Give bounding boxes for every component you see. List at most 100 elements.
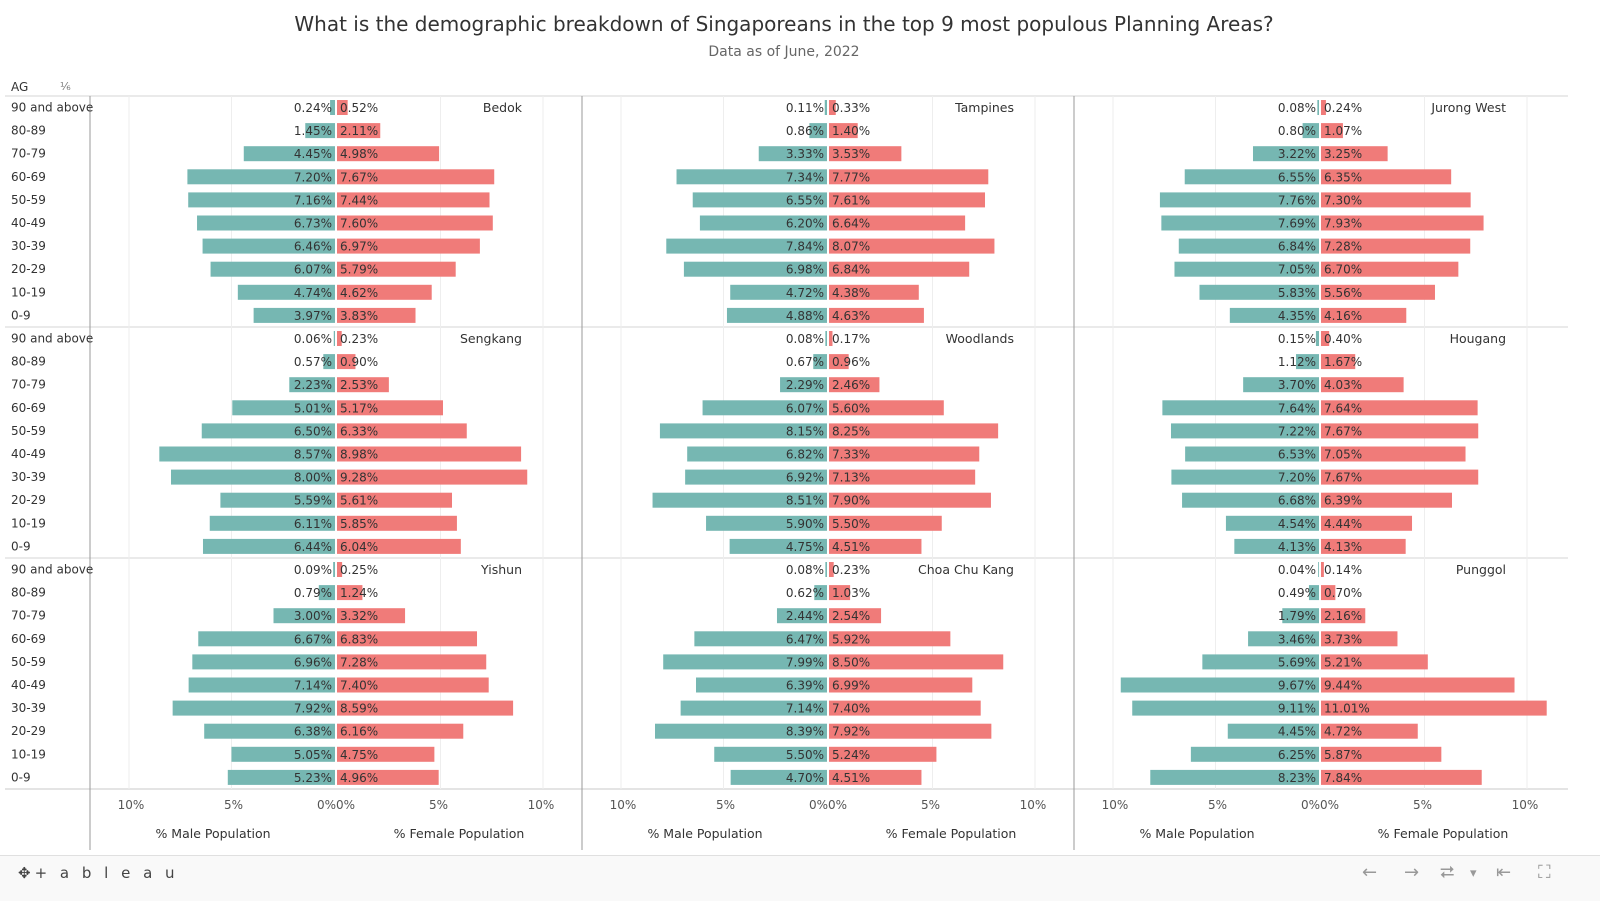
male-bar [692, 192, 827, 208]
male-value-label: 6.55% [786, 193, 824, 207]
female-value-label: 4.51% [832, 771, 870, 785]
male-value-label: 2.23% [294, 378, 332, 392]
male-bar [685, 469, 827, 485]
female-bar [337, 746, 435, 762]
female-value-label: 7.30% [1324, 193, 1362, 207]
male-value-label: 8.39% [786, 725, 824, 739]
male-value-label: 3.70% [1278, 378, 1316, 392]
female-bar [829, 215, 966, 231]
share-dropdown-icon[interactable]: ▾ [1470, 866, 1477, 881]
female-bar [829, 723, 992, 739]
female-value-label: 7.60% [340, 217, 378, 231]
male-bar [220, 492, 335, 508]
male-bar [1227, 723, 1319, 739]
female-bar [829, 238, 995, 254]
male-value-label: 6.20% [786, 217, 824, 231]
male-value-label: 0.62% [786, 586, 824, 600]
male-bar [1184, 169, 1319, 185]
tableau-logo[interactable]: ✥+ a b l e a u [18, 864, 179, 882]
x-tick-label: 10% [1102, 798, 1129, 812]
female-value-label: 5.50% [832, 517, 870, 531]
female-value-label: 2.11% [340, 124, 378, 138]
female-bar [1321, 538, 1406, 554]
female-value-label: 6.70% [1324, 263, 1362, 277]
male-bar [680, 700, 827, 716]
age-group-label: 30-39 [11, 239, 46, 253]
female-bar [337, 123, 381, 139]
male-bar [1178, 238, 1319, 254]
male-bar [188, 677, 335, 693]
female-value-label: 3.32% [340, 609, 378, 623]
age-group-label: 80-89 [11, 355, 46, 369]
female-bar [1321, 123, 1343, 139]
share-icon[interactable]: ⮂ [1440, 862, 1455, 883]
x-tick-label: 0% [809, 798, 828, 812]
x-tick-label: 5% [224, 798, 243, 812]
female-value-label: 5.79% [340, 263, 378, 277]
male-bar [202, 238, 335, 254]
female-bar [829, 284, 919, 300]
female-value-label: 4.51% [832, 540, 870, 554]
row-header-age-group[interactable]: AG [11, 80, 29, 94]
tableau-logo-icon: ✥ [18, 864, 35, 882]
female-value-label: 6.99% [832, 679, 870, 693]
female-bar [829, 562, 834, 577]
female-bar [1321, 354, 1356, 370]
female-value-label: 7.33% [832, 448, 870, 462]
female-bar [1321, 700, 1547, 716]
male-bar [1132, 700, 1319, 716]
male-bar [1225, 515, 1319, 531]
female-bar [1321, 654, 1428, 670]
male-value-label: 5.90% [786, 517, 824, 531]
female-bar [1321, 769, 1482, 785]
male-value-label: 0.06% [294, 332, 332, 346]
male-bar [1282, 608, 1319, 624]
female-value-label: 2.54% [832, 609, 870, 623]
undo-icon[interactable]: ← [1362, 862, 1378, 883]
male-bar [776, 608, 827, 624]
male-value-label: 1.45% [294, 124, 332, 138]
female-value-label: 7.77% [832, 170, 870, 184]
age-group-label: 60-69 [11, 170, 46, 184]
sort-icon[interactable]: ⅙ [60, 80, 71, 93]
male-bar [318, 585, 335, 601]
age-group-label: 20-29 [11, 262, 46, 276]
x-tick-label: 10% [610, 798, 637, 812]
male-value-label: 5.69% [1278, 655, 1316, 669]
male-bar [210, 261, 335, 277]
male-value-label: 6.92% [786, 471, 824, 485]
female-bar [337, 769, 439, 785]
male-bar [714, 746, 827, 762]
female-bar [829, 354, 849, 370]
female-bar [829, 608, 882, 624]
female-value-label: 4.63% [832, 309, 870, 323]
female-value-label: 5.92% [832, 632, 870, 646]
male-bar [198, 631, 335, 647]
female-value-label: 8.07% [832, 240, 870, 254]
male-value-label: 0.79% [294, 586, 332, 600]
male-bar [824, 100, 827, 115]
female-value-label: 8.25% [832, 424, 870, 438]
female-bar [829, 123, 858, 139]
female-bar [337, 100, 348, 115]
revert-icon[interactable]: ⇤ [1496, 862, 1512, 883]
female-value-label: 3.73% [1324, 632, 1362, 646]
female-bar [337, 423, 467, 439]
male-bar [699, 215, 827, 231]
male-bar [1202, 654, 1319, 670]
male-value-label: 7.20% [1278, 471, 1316, 485]
female-bar [1321, 723, 1418, 739]
male-bar [730, 769, 827, 785]
male-bar [683, 261, 827, 277]
male-bar [726, 307, 827, 323]
male-value-label: 0.67% [786, 355, 824, 369]
redo-icon[interactable]: → [1404, 862, 1420, 883]
female-value-label: 5.56% [1324, 286, 1362, 300]
fullscreen-icon[interactable]: ⛶ [1538, 862, 1551, 883]
tableau-logo-text: + a b l e a u [34, 864, 179, 882]
male-bar [209, 515, 335, 531]
age-group-label: 10-19 [11, 516, 46, 530]
male-bar [1190, 746, 1319, 762]
female-value-label: 3.83% [340, 309, 378, 323]
male-value-label: 7.20% [294, 170, 332, 184]
